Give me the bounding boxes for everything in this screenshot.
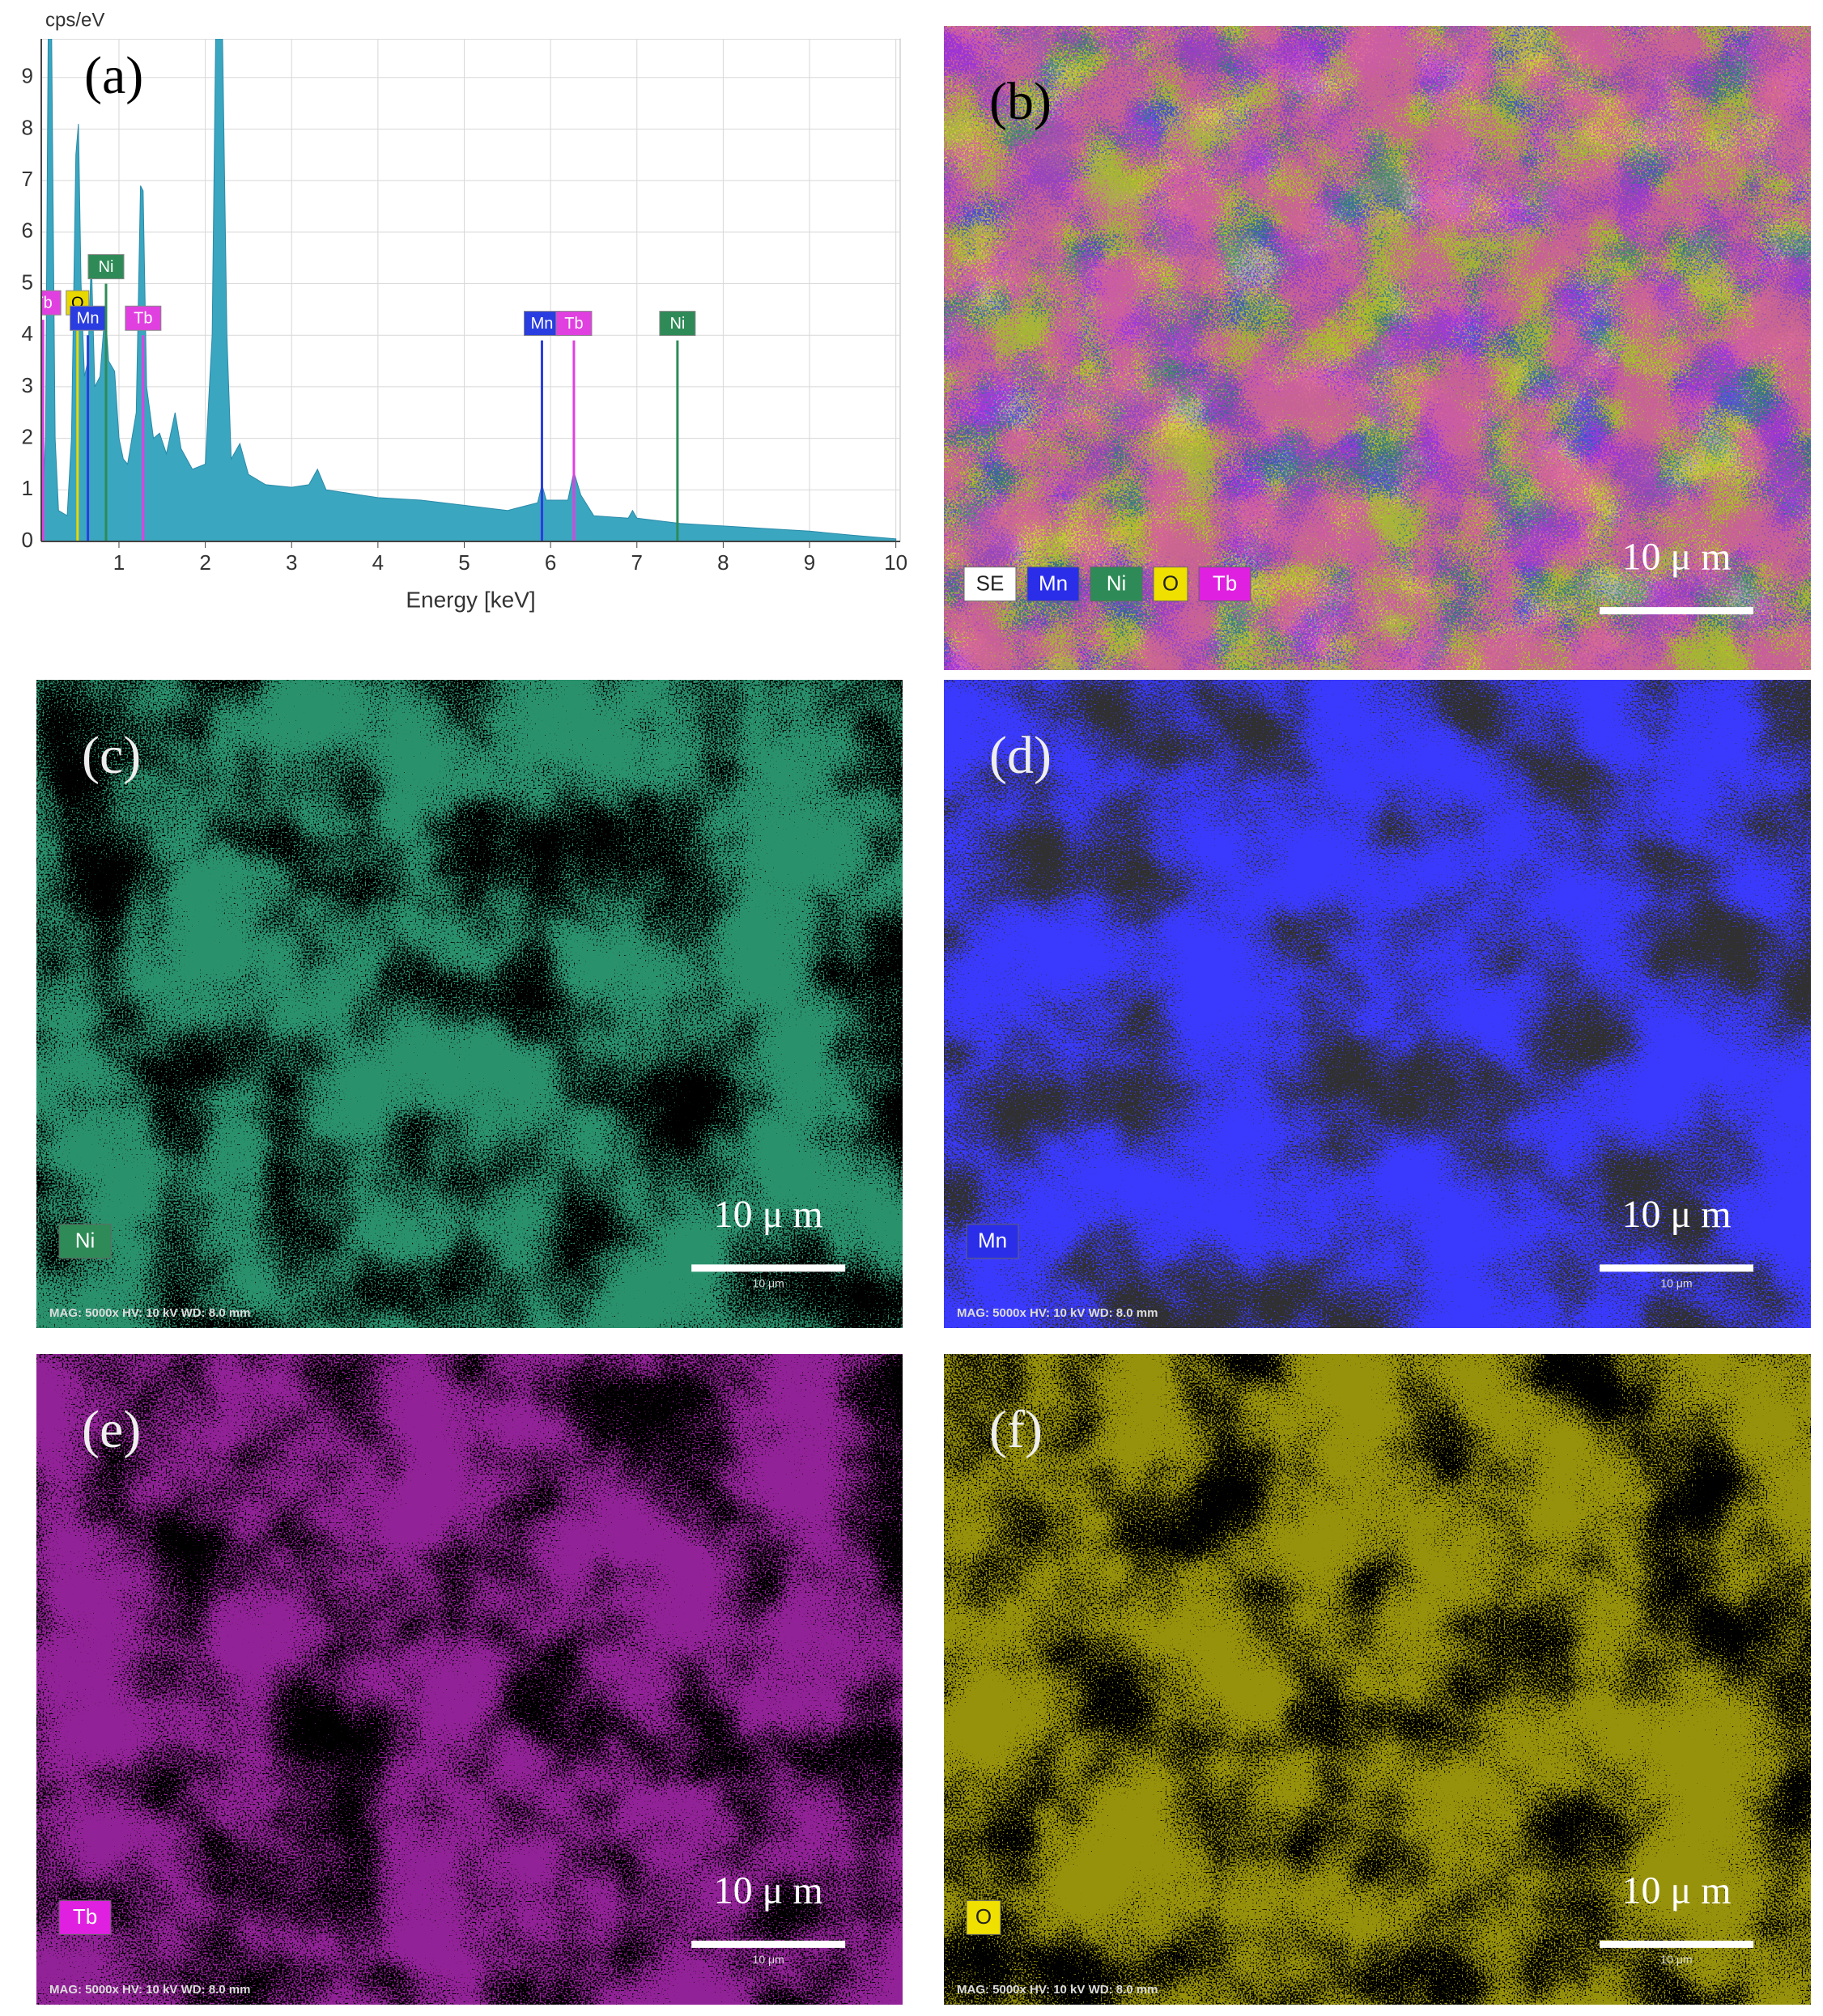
footer: MAG: 5000x HV: 10 kV WD: 8.0 mm [957,1983,1158,1997]
element-label: Ni [99,258,114,276]
y-axis-title: cps/eV [45,9,104,31]
map-panel: (f) 10 μ m 10 μm MAG: 5000x HV: 10 kV WD: 8… [944,1354,1811,2005]
element-speckle [944,680,1811,1328]
x-tick-label: 10 [884,550,907,575]
scale-text: 10 μ m [1621,536,1731,579]
footer: MAG: 5000x HV: 10 kV WD: 8.0 mm [957,1306,1158,1320]
map-panel: (b) 10 μ m SE Mn Ni O Tb [944,26,1811,670]
element-label: Tb [564,315,583,333]
y-tick-label: 5 [22,270,33,294]
scale-text: 10 μ m [714,1193,823,1236]
scale-bar-text: 10 μm [1660,1277,1692,1290]
clip-left [0,0,41,542]
x-tick-label: 7 [631,550,643,575]
legend-chip [58,1899,112,1935]
element-speckle [944,1354,1811,2005]
element-tag [555,311,593,337]
map-panel: (d) 10 μ m 10 μm MAG: 5000x HV: 10 kV WD: 8… [944,680,1811,1328]
spectrum-panel: 123456789100123456789TbOMnNiTbMnTbNi0123… [0,0,907,612]
scale-text: 10 μ m [1621,1193,1731,1236]
y-tick-label: 8 [22,115,33,139]
legend-chip [1153,567,1188,602]
spectrum-area [40,38,897,542]
y-tick-label: 1 [22,476,33,500]
panel-label: (b) [989,72,1052,131]
y-tick-label: 0 [22,528,33,552]
scale-bar-text: 10 μm [753,1953,784,1966]
legend-label: O [975,1904,992,1929]
element-label: Mn [77,310,100,328]
footer: MAG: 5000x HV: 10 kV WD: 8.0 mm [49,1306,250,1320]
legend-chip [963,567,1017,602]
legend-label: Mn [1039,571,1068,596]
x-tick-label: 5 [458,550,470,575]
legend-chip [1198,567,1251,602]
legend-chip [58,1224,112,1259]
element-label: Ni [669,315,685,333]
map-panel: (c) 10 μ m 10 μm MAG: 5000x HV: 10 kV WD: 8… [36,680,903,1328]
element-speckle [36,680,903,1328]
element-tag [659,311,696,337]
y-tick-label: 7 [22,167,33,191]
legend-label: Ni [75,1229,96,1253]
clip-top [41,0,900,39]
panel-label: (c) [82,726,141,785]
y-tick-label: 2 [22,424,33,448]
legend-label: Ni [1107,571,1127,596]
panel-label: (f) [989,1400,1043,1459]
scale-text: 10 μ m [714,1869,823,1912]
panel-label: (a) [84,46,143,105]
legend-label: O [1162,571,1179,596]
y-tick-label: 3 [22,373,33,397]
element-tag [87,254,125,280]
x-tick-label: 3 [286,550,297,575]
legend-label: SE [976,571,1005,596]
footer: MAG: 5000x HV: 10 kV WD: 8.0 mm [49,1983,250,1997]
legend-chip [1090,567,1143,602]
x-tick-label: 1 [113,550,125,575]
element-speckle [36,1354,903,2005]
x-tick-label: 6 [545,550,556,575]
x-tick-label: 2 [199,550,210,575]
scale-text: 10 μ m [1621,1869,1731,1912]
scale-bar-text: 10 μm [1660,1953,1692,1966]
y-tick-label: 4 [22,321,33,346]
x-tick-label: 4 [372,550,384,575]
element-speckle [944,26,1811,670]
legend-label: Mn [978,1229,1007,1253]
x-tick-label: 8 [717,550,729,575]
element-label: Mn [531,315,554,333]
scale-bar-text: 10 μm [753,1277,784,1290]
legend-chip [966,1224,1019,1259]
x-axis-title: Energy [keV] [406,587,535,612]
legend-label: Tb [1213,571,1237,596]
element-label: Tb [134,310,152,328]
element-tag [523,311,560,337]
y-tick-label: 6 [22,219,33,243]
y-tick-label: 9 [22,64,33,88]
element-tag [70,305,107,331]
legend-chip [966,1899,1001,1935]
x-tick-label: 9 [804,550,815,575]
map-panel: (e) 10 μ m 10 μm MAG: 5000x HV: 10 kV WD: 8… [36,1354,903,2005]
legend-label: Tb [73,1904,97,1929]
legend-chip [1026,567,1080,602]
element-tag [125,305,162,331]
panel-label: (e) [82,1400,141,1459]
panel-label: (d) [989,726,1052,785]
